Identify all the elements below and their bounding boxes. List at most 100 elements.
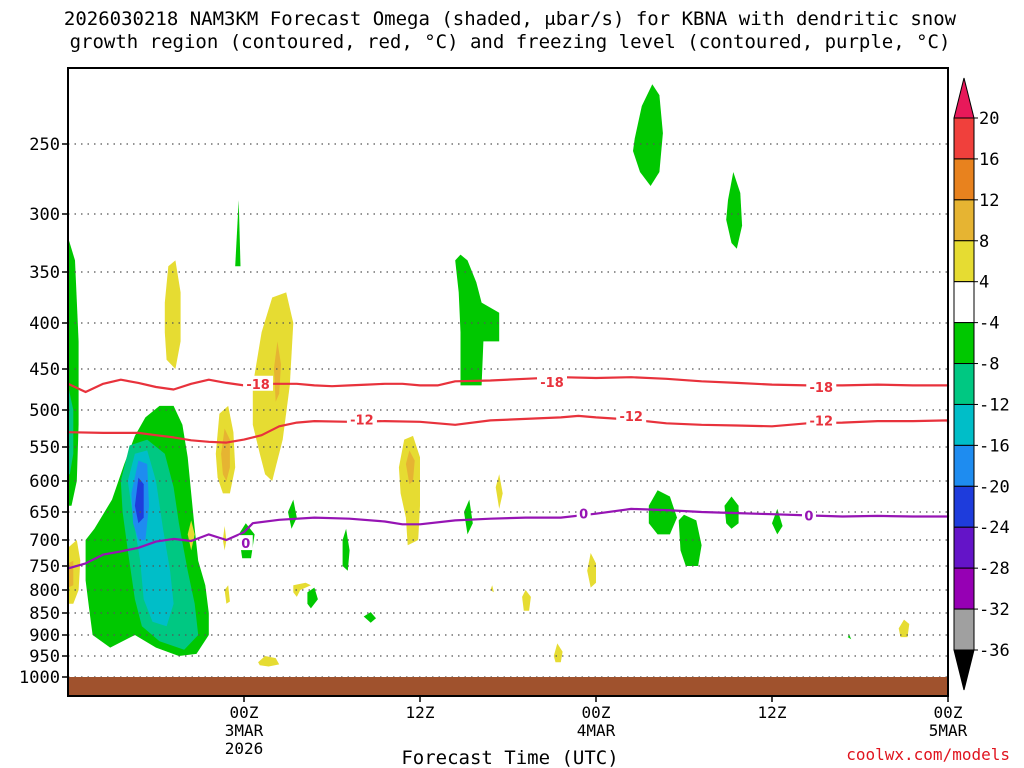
x-tick-label-0-0: 00Z — [230, 703, 259, 722]
x-tick-label-4-0: 00Z — [934, 703, 963, 722]
y-tick-label-750: 750 — [29, 557, 60, 577]
colorbar-label-11: -28 — [979, 559, 1010, 579]
omega-region-sinking-motion-800c — [522, 590, 531, 611]
colorbar-label-7: -12 — [979, 395, 1010, 415]
x-tick-label-2-0: 00Z — [582, 703, 611, 722]
omega-region-upward-motion-1000 — [847, 635, 852, 640]
y-tick-label-450: 450 — [29, 360, 60, 380]
y-axis: 250 300 350 400 450 500 550 600 650 700 750 800 850 9… — [19, 135, 68, 688]
colorbar-label-3: 8 — [979, 232, 989, 252]
omega-region-sinking-motion-790 — [293, 582, 311, 597]
colorbar-segment-10 — [953, 526, 975, 569]
omega-region-upward-motion-810 — [307, 587, 318, 609]
colorbar-segment-7 — [953, 403, 975, 446]
contour-dgz-minus-12 — [67, 414, 950, 444]
y-tick-label-850: 850 — [29, 604, 60, 624]
colorbar-label-12: -32 — [979, 600, 1010, 620]
omega-region-sinking-motion-690 — [222, 526, 227, 551]
colorbar-segment-8 — [953, 444, 975, 487]
omega-region-upward-motion-650d — [772, 508, 783, 535]
contour-label-2: -18 — [810, 381, 834, 396]
contour-label-bg-7 — [576, 505, 591, 521]
colorbar-label-9: -20 — [979, 477, 1010, 497]
colorbar-segment-6 — [953, 363, 975, 405]
y-tick-label-250: 250 — [29, 135, 60, 155]
colorbar-label-1: 16 — [979, 150, 999, 170]
y-tick-label-650: 650 — [29, 503, 60, 523]
x-tick-label-2-1: 4MAR — [577, 721, 616, 740]
y-tick-label-300: 300 — [29, 205, 60, 225]
y-tick-label-600: 600 — [29, 472, 60, 492]
contour-label-bg-4 — [616, 407, 647, 423]
colorbar-segment-4 — [953, 281, 975, 324]
contour-dgz-minus-18 — [67, 376, 950, 394]
omega-region-sinking-motion-660 — [187, 520, 195, 551]
colorbar-segment-0 — [953, 117, 975, 160]
colorbar-label-8: -16 — [979, 436, 1010, 456]
contour-layer — [67, 376, 950, 570]
omega-region-sinking-motion-620 — [495, 474, 503, 509]
x-tick-label-0-2: 2026 — [225, 739, 264, 758]
colorbar-label-6: -8 — [979, 355, 999, 375]
y-tick-label-400: 400 — [29, 314, 60, 334]
omega-region-upward-motion-core-peak — [134, 477, 144, 524]
contour-label-5: -12 — [810, 414, 834, 429]
omega-region-upward-motion-650b — [678, 514, 702, 566]
contour-label-bg-5 — [806, 412, 837, 428]
x-tick-label-0-1: 3MAR — [225, 721, 264, 740]
contour-label-1: -18 — [540, 376, 564, 391]
omega-region-sinking-motion-580 — [398, 435, 420, 546]
y-tick-label-700: 700 — [29, 531, 60, 551]
contour-freezing-level-0 — [67, 507, 950, 570]
contour-label-bg-0 — [243, 375, 274, 391]
contour-label-8: 0 — [804, 509, 813, 524]
omega-region-sinking-motion-970 — [258, 656, 280, 667]
omega-region-sinking-motion-760 — [587, 553, 596, 588]
contour-label-0: -18 — [246, 378, 270, 393]
omega-region-upward-motion-300b — [235, 200, 241, 267]
y-tick-label-550: 550 — [29, 438, 60, 458]
omega-region-upward-motion-left-edge-inner — [68, 385, 74, 475]
omega-shading-layer — [68, 84, 910, 667]
chart-title-line2: growth region (contoured, red, °C) and f… — [70, 31, 951, 53]
colorbar-label-13: -36 — [979, 641, 1010, 661]
colorbar-segment-9 — [953, 485, 975, 528]
omega-region-sinking-motion-380 — [164, 260, 181, 369]
colorbar-triangle-bottom — [953, 649, 975, 691]
contour-labels: -18 -18 -18 -12 -12 -12 0 0 0 — [238, 374, 837, 552]
colorbar-label-4: 4 — [979, 273, 989, 293]
contour-label-bg-2 — [806, 379, 837, 395]
omega-region-sinking-motion-580-inner — [405, 450, 415, 485]
x-tick-label-4-1: 5MAR — [929, 721, 968, 740]
omega-region-sinking-motion-470-inner — [273, 341, 281, 402]
contour-label-bg-1 — [537, 374, 567, 390]
colorbar-label-0: 20 — [979, 109, 999, 129]
colorbar-triangle-top — [953, 77, 975, 119]
omega-region-upward-motion-650a — [648, 490, 677, 535]
omega-region-upward-motion-680b — [464, 499, 473, 535]
ground-surface — [68, 677, 948, 696]
omega-region-upward-motion-350 — [455, 254, 500, 386]
colorbar-segment-5 — [953, 322, 975, 365]
colorbar-label-5: -4 — [979, 314, 999, 334]
x-tick-label-3-0: 12Z — [758, 703, 787, 722]
colorbar-segment-2 — [953, 199, 975, 242]
contour-label-3: -12 — [350, 414, 374, 429]
y-tick-label-950: 950 — [29, 647, 60, 667]
omega-region-sinking-motion-right — [68, 540, 81, 604]
colorbar-segment-11 — [953, 567, 975, 610]
chart-title-line1: 2026030218 NAM3KM Forecast Omega (shaded… — [64, 8, 957, 30]
y-tick-label-350: 350 — [29, 263, 60, 283]
y-tick-label-1000: 1000 — [19, 668, 60, 688]
plot-frame — [67, 67, 949, 697]
contour-label-bg-6 — [238, 535, 253, 551]
y-tick-label-500: 500 — [29, 401, 60, 421]
credit-text: coolwx.com/models — [846, 745, 1010, 764]
omega-region-sinking-motion-950 — [553, 643, 563, 663]
y-tick-label-800: 800 — [29, 581, 60, 601]
contour-label-6: 0 — [241, 537, 250, 552]
colorbar-segment-1 — [953, 158, 975, 201]
colorbar-segment-3 — [953, 240, 975, 283]
